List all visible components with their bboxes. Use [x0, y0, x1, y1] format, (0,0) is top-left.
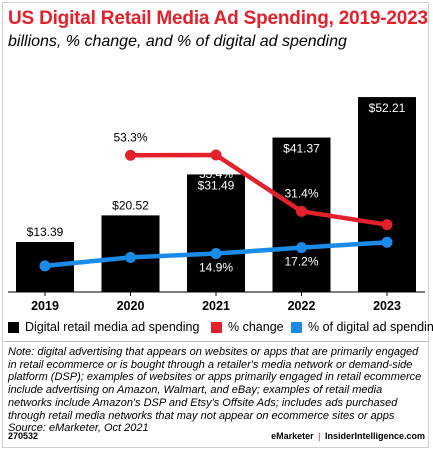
pct-change-label-2022: 31.4% — [284, 186, 318, 200]
pct-digital-point-2023 — [381, 236, 393, 248]
footer-brand: eMarketer | InsiderIntelligence.com — [271, 431, 425, 441]
bar-label-2019: $13.39 — [27, 225, 64, 239]
pct-digital-point-2020 — [125, 251, 136, 263]
pct-change-label-2023: 26.2% — [370, 201, 404, 215]
bar-2021 — [187, 174, 245, 292]
legend-label-retail-media: Digital retail media ad spending — [25, 320, 200, 334]
chart-legend: Digital retail media ad spending % chang… — [8, 320, 433, 336]
bar-label-2020: $20.52 — [112, 198, 149, 212]
bar-label-2021: $31.49 — [198, 178, 235, 192]
legend-item-pct-change: % change — [211, 320, 284, 334]
pct-change-label-2021: 53.4% — [199, 167, 233, 181]
pct-digital-label-2023: 19.3% — [370, 251, 404, 265]
x-tick-label-2022: 2022 — [288, 299, 316, 313]
chart-subtitle: billions, % change, and % of digital ad … — [8, 33, 347, 50]
pct-change-point-2022 — [296, 205, 307, 217]
chart-note: Note: digital advertising that appears o… — [8, 346, 426, 435]
pct-digital-label-2022: 17.2% — [284, 255, 318, 269]
legend-item-retail-media: Digital retail media ad spending — [8, 320, 199, 334]
x-tick-label-2020: 2020 — [117, 299, 145, 313]
chart-frame — [2, 2, 429, 448]
pct-digital-label-2021: 14.9% — [199, 261, 233, 275]
pct-digital-point-2019 — [39, 260, 51, 272]
pct-digital-point-2021 — [210, 248, 222, 260]
pct-change-label-2020: 53.3% — [113, 130, 147, 144]
legend-swatch-black — [8, 321, 19, 333]
legend-label-pct-change: % change — [228, 320, 284, 334]
brand-name: eMarketer — [271, 431, 314, 441]
pct-digital-point-2022 — [296, 242, 307, 254]
note-text: Note: digital advertising that appears o… — [8, 346, 422, 422]
chart-title: US Digital Retail Media Ad Spending, 201… — [8, 8, 428, 29]
brand-site: InsiderIntelligence.com — [324, 431, 425, 441]
brand-separator: | — [318, 431, 321, 441]
legend-swatch-red — [211, 321, 222, 333]
source-text: Source: eMarketer, Oct 2021 — [8, 422, 149, 435]
pct-digital-label-2019: 10.1% — [28, 273, 62, 287]
x-tick-label-2021: 2021 — [202, 299, 230, 313]
pct-change-point-2021 — [210, 149, 222, 161]
legend-label-pct-digital: % of digital ad spending — [308, 320, 433, 334]
chart-plot: $13.39 $20.52 $31.49 $41.37 $52.21 2019 2020 20… — [8, 97, 425, 313]
pct-change-point-2023 — [381, 219, 393, 231]
bar-label-2022: $41.37 — [283, 142, 320, 156]
pct-change-line — [128, 152, 390, 227]
bar-2023 — [358, 97, 416, 292]
chart-id: 270532 — [8, 431, 39, 441]
pct-change-point-2020 — [125, 149, 136, 161]
divider — [4, 341, 428, 342]
bar-label-2023: $52.21 — [369, 101, 406, 115]
legend-swatch-blue — [291, 321, 302, 333]
legend-item-pct-digital: % of digital ad spending — [291, 320, 433, 334]
x-tick-label-2023: 2023 — [373, 299, 401, 313]
x-tick-label-2019: 2019 — [31, 299, 59, 313]
pct-digital-label-2020: 13.4% — [113, 264, 147, 278]
